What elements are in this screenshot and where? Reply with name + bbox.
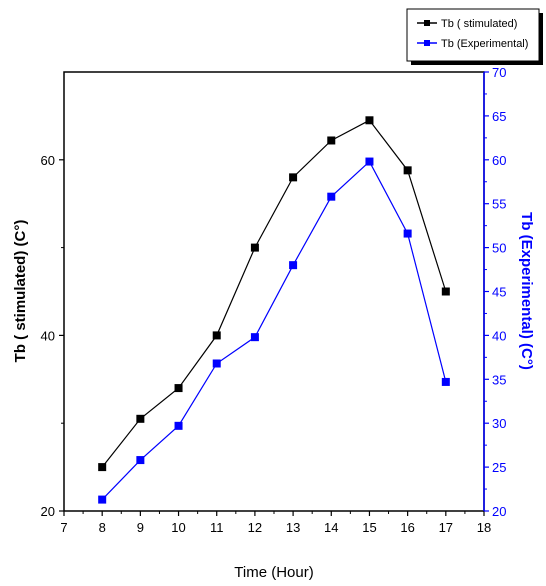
data-point-experimental: [441, 377, 450, 386]
series-line-simulated: [101, 119, 447, 468]
right-y-tick-label: 40: [492, 328, 506, 343]
x-tick-label: 14: [324, 520, 338, 535]
data-point-simulated: [441, 287, 450, 296]
data-point-simulated: [136, 414, 145, 423]
data-point-simulated: [212, 331, 221, 340]
data-point-experimental: [289, 261, 298, 270]
data-point-simulated: [365, 116, 374, 125]
legend-marker-simulated: [424, 20, 430, 26]
data-point-experimental: [212, 359, 221, 368]
right-y-tick-label: 25: [492, 460, 506, 475]
legend-label-simulated: Tb ( stimulated): [441, 18, 517, 30]
x-tick-label: 9: [137, 520, 144, 535]
legend-box: [406, 8, 540, 62]
legend-label-experimental: Tb (Experimental): [441, 38, 528, 50]
x-tick-label: 17: [439, 520, 453, 535]
data-point-experimental: [327, 192, 336, 201]
data-point-experimental: [174, 421, 183, 430]
right-y-tick-label: 35: [492, 372, 506, 387]
x-tick-label: 7: [60, 520, 67, 535]
x-tick-label: 12: [248, 520, 262, 535]
x-axis-title: Time (Hour): [234, 564, 313, 581]
right-y-tick-label: 50: [492, 241, 506, 256]
right-y-tick-label: 20: [492, 504, 506, 519]
left-y-tick-label: 40: [41, 328, 55, 343]
right-y-tick-label: 60: [492, 153, 506, 168]
plot-frame: [63, 71, 485, 512]
x-tick-label: 16: [400, 520, 414, 535]
data-point-simulated: [403, 166, 412, 175]
x-tick-label: 11: [210, 520, 224, 535]
right-axis-title: Tb (Experimental) (C°): [518, 212, 535, 370]
x-tick-label: 10: [171, 520, 185, 535]
data-point-simulated: [289, 173, 298, 182]
data-point-experimental: [136, 456, 145, 465]
right-y-tick-label: 65: [492, 109, 506, 124]
left-axis-title: Tb ( stimulated) (C°): [12, 220, 29, 363]
series-line-experimental: [101, 160, 447, 501]
right-y-tick-label: 30: [492, 416, 506, 431]
data-point-simulated: [174, 384, 183, 393]
left-y-tick-label: 60: [41, 153, 55, 168]
data-point-simulated: [327, 136, 336, 145]
right-y-tick-label: 45: [492, 285, 506, 300]
data-point-experimental: [250, 333, 259, 342]
left-y-tick-label: 20: [41, 504, 55, 519]
right-y-tick-label: 55: [492, 197, 506, 212]
data-point-simulated: [98, 463, 107, 472]
data-point-experimental: [403, 229, 412, 238]
x-tick-label: 18: [477, 520, 491, 535]
x-tick-label: 13: [286, 520, 300, 535]
x-tick-label: 15: [362, 520, 376, 535]
legend: Tb ( stimulated) Tb (Experimental): [406, 8, 543, 65]
right-y-tick-label: 70: [492, 65, 506, 80]
data-point-experimental: [365, 157, 374, 166]
data-point-experimental: [98, 495, 107, 504]
x-tick-label: 8: [99, 520, 106, 535]
legend-marker-experimental: [424, 40, 430, 46]
data-point-simulated: [250, 243, 259, 252]
